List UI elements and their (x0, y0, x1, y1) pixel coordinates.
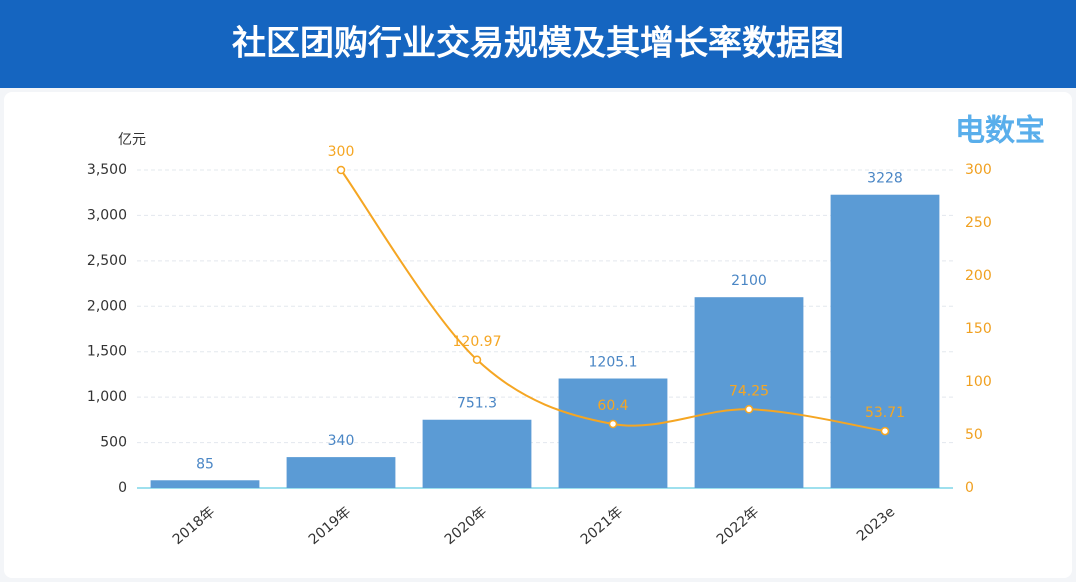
y-tick-label: 2,500 (87, 253, 127, 269)
line-value-label: 74.25 (729, 383, 769, 399)
y-tick-label: 500 (100, 435, 127, 451)
y-axis-label: 亿元 (118, 132, 146, 148)
y2-tick-label: 250 (965, 215, 992, 231)
y2-tick-label: 50 (965, 427, 983, 443)
bar-value-label: 340 (328, 433, 355, 449)
bar (830, 194, 940, 489)
y2-tick-label: 200 (965, 268, 992, 284)
title-bar (0, 0, 1076, 88)
line-point (608, 419, 618, 429)
chart-title: 社区团购行业交易规模及其增长率数据图 (232, 24, 844, 64)
line-point (880, 426, 890, 436)
line-value-label: 60.4 (597, 398, 628, 414)
line-value-label: 120.97 (453, 334, 502, 350)
bar (558, 378, 668, 488)
line-point (472, 355, 482, 365)
y-tick-label: 1,000 (87, 389, 127, 405)
bar (150, 480, 260, 488)
bar (422, 419, 532, 488)
bar-value-label: 1205.1 (589, 355, 638, 371)
line (340, 169, 886, 433)
bar (694, 297, 804, 488)
line-value-label: 300 (328, 144, 355, 160)
line-value-label: 53.71 (865, 405, 905, 421)
bar-value-label: 751.3 (457, 396, 497, 412)
y2-tick-label: 100 (965, 374, 992, 390)
y2-tick-label: 150 (965, 321, 992, 337)
y-tick-label: 2,000 (87, 298, 127, 314)
line-point (744, 405, 754, 414)
watermark: 电数宝 (955, 114, 1045, 149)
y-tick-label: 3,000 (87, 207, 127, 223)
bar-value-label: 85 (196, 456, 214, 472)
y-tick-label: 3,500 (87, 162, 127, 178)
bar-value-label: 3228 (867, 171, 903, 187)
y-tick-label: 1,500 (87, 344, 127, 360)
y-tick-label: 0 (118, 480, 127, 496)
y2-tick-label: 300 (965, 162, 992, 178)
bar (286, 457, 396, 488)
panel (4, 92, 1072, 578)
line-point (336, 165, 346, 175)
y2-tick-label: 0 (965, 480, 974, 496)
bar-value-label: 2100 (731, 273, 767, 289)
